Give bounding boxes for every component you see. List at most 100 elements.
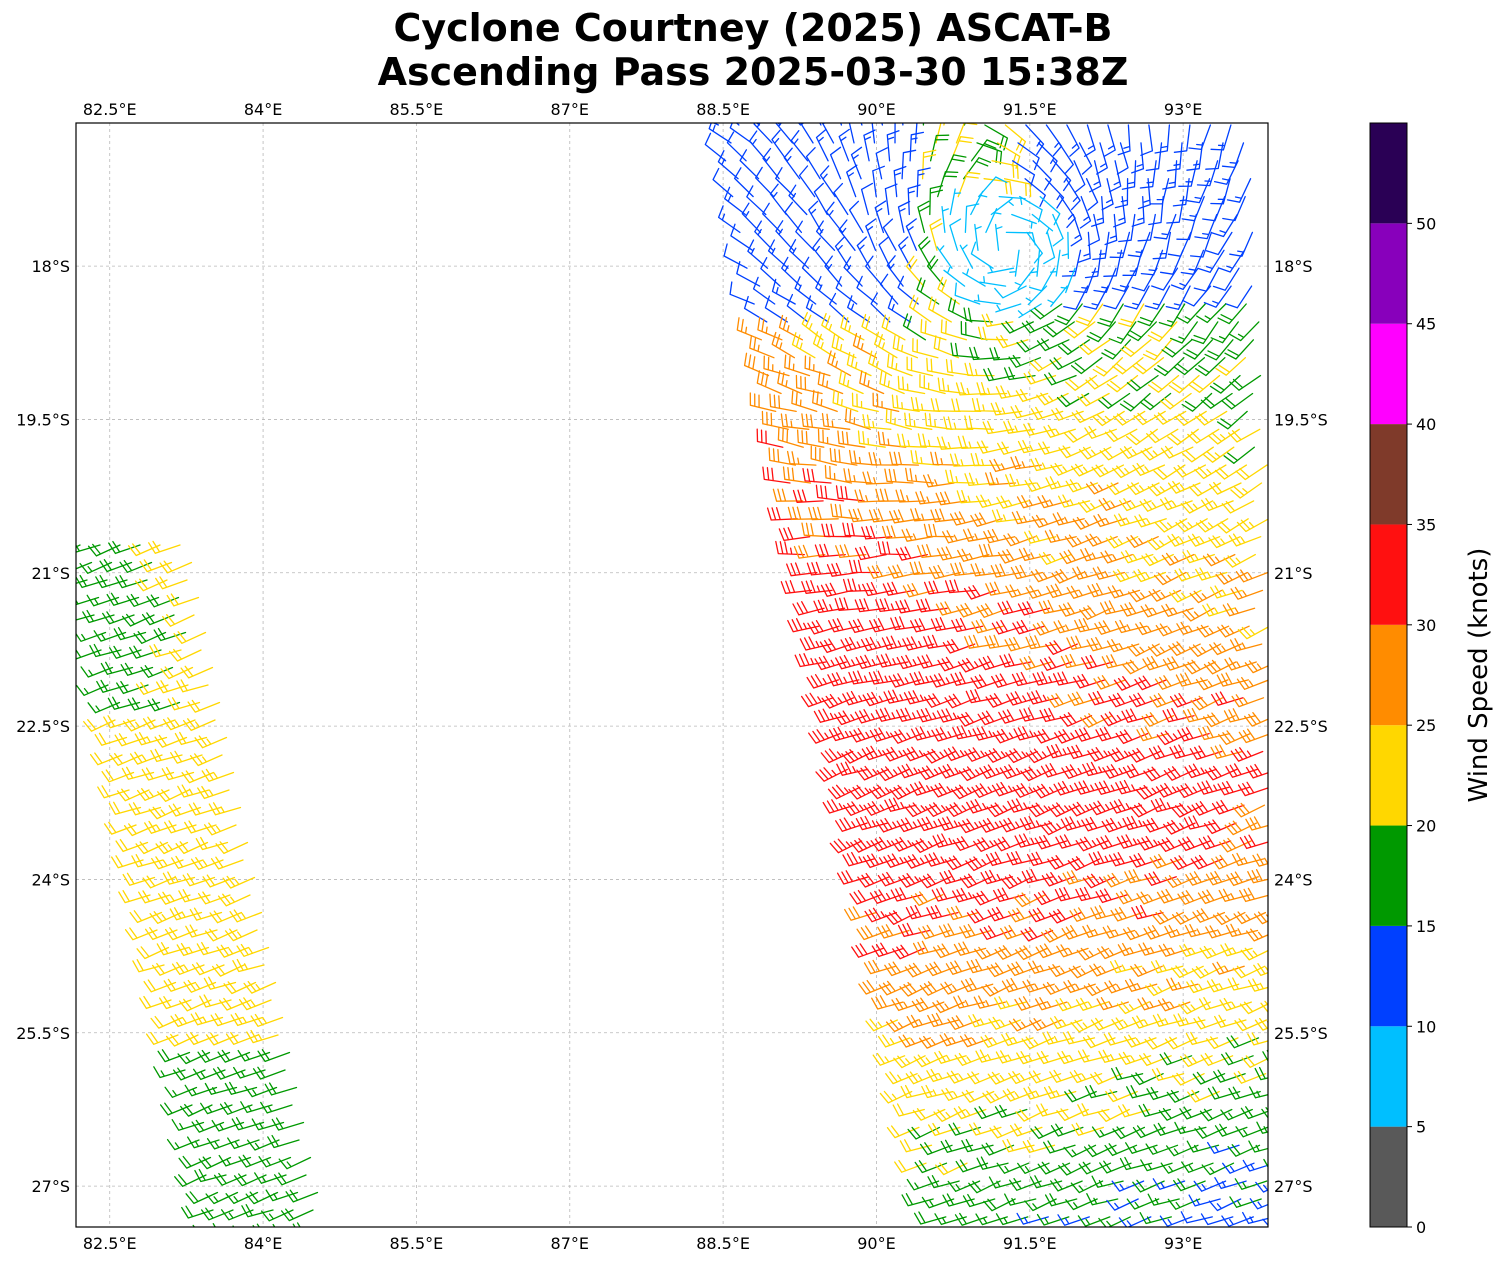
wind-barb [981,983,1014,997]
wind-barb [210,856,244,870]
wind-barb [1008,354,1042,368]
wind-barb [840,123,843,126]
wind-barb [1027,802,1061,818]
wind-barb [1221,392,1254,410]
wind-barb [859,370,885,395]
wind-barb [763,355,790,377]
wind-barb [1154,124,1171,154]
wind-barb [842,690,875,706]
wind-barb [1173,124,1191,153]
wind-barb [917,654,950,669]
wind-barb [1158,303,1186,327]
wind-barb [222,875,256,889]
wind-barb [826,562,859,577]
wind-barb [1211,213,1238,238]
wind-barb [877,431,907,448]
wind-barb [1153,464,1186,481]
wind-barb [1072,566,1105,580]
wind-barb [1036,1103,1069,1117]
wind-barb [831,334,857,359]
wind-barb [1235,569,1268,583]
wind-barb [871,123,876,144]
wind-barb [161,766,195,781]
wind-barb [930,451,961,466]
wind-barb [935,491,968,506]
wind-barb [868,508,901,523]
wind-barb [1017,439,1050,454]
wind-barb [1055,834,1088,849]
wind-barb [980,1034,1014,1048]
wind-barb [836,761,869,776]
chart-title-line-1: Cyclone Courtney (2025) ASCAT-B [393,6,1113,50]
wind-barb [1099,1160,1132,1174]
wind-barb [970,563,1003,577]
wind-barb [1127,589,1161,603]
wind-barb [743,352,770,377]
wind-barb [903,690,937,705]
wind-barb [1187,1089,1220,1103]
wind-barb [761,410,789,430]
wind-barb [801,311,824,341]
wind-barb [819,638,853,654]
colorbar-tick-label: 30 [1416,616,1436,635]
wind-barb [1080,713,1113,728]
wind-barb [749,335,775,359]
wind-barb [961,1089,995,1103]
wind-barb [1126,428,1158,446]
wind-barb [856,275,878,305]
wind-barb [1145,983,1178,997]
wind-barb [929,673,963,688]
wind-barb [850,838,883,853]
wind-barb [876,817,909,833]
wind-barb [1097,946,1130,960]
wind-barb [1160,445,1194,459]
wind-barb [962,528,995,542]
wind-barb [1178,1001,1211,1015]
wind-barb [187,699,221,713]
wind-barb [938,923,972,938]
wind-barb [216,944,250,958]
wind-barb [915,491,947,505]
wind-barb [964,634,996,649]
wind-barb [1154,518,1188,533]
wind-barb [1186,178,1211,204]
wind-barb [905,467,935,484]
wind-barb [173,631,207,644]
wind-barb [1098,392,1131,409]
wind-barb [942,530,975,544]
wind-barb [1138,1103,1171,1118]
wind-barb [1221,500,1255,514]
wind-barb [1236,676,1268,690]
wind-barb [1194,213,1218,240]
wind-barb [1066,635,1099,650]
wind-barb [821,413,851,430]
colorbar-tick-label: 5 [1416,1118,1426,1137]
wind-barb [1147,1193,1180,1206]
wind-barb [230,1012,264,1027]
wind-barb [76,544,101,553]
wind-barb [791,390,818,413]
wind-barb [1070,1180,1104,1194]
wind-barb [1179,1106,1212,1120]
colorbar-bin [1370,323,1407,425]
wind-barb [838,370,864,395]
wind-barb [1161,339,1193,358]
wind-barb [272,1223,305,1227]
wind-barb [153,1066,186,1079]
wind-barb [968,1180,1001,1194]
wind-barb [114,733,148,747]
wind-barb [950,562,982,577]
colorbar-tick-label: 25 [1416,716,1436,735]
wind-barb [1171,965,1204,979]
wind-barb [1159,1215,1193,1227]
wind-barb [879,273,899,305]
chart-title-line-2: Ascending Pass 2025-03-30 15:38Z [377,50,1129,94]
wind-barb [808,506,839,521]
wind-barb [1193,1016,1227,1030]
wind-barb [978,543,1010,558]
wind-barb [969,346,1001,361]
wind-barb [1027,960,1061,974]
wind-barb [1017,303,1042,319]
wind-barb [213,1172,247,1186]
wind-barb [1186,980,1219,994]
